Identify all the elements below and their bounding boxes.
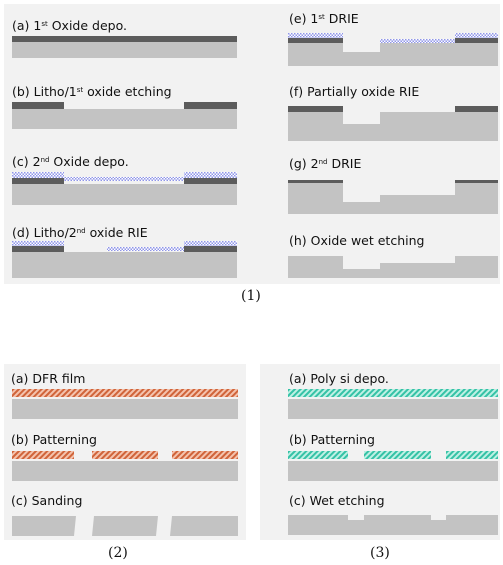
silicon-substrate: [12, 42, 237, 58]
oxide2-dotted-left: [12, 172, 64, 178]
poly-left: [288, 451, 348, 459]
silicon-with-trench: [288, 112, 498, 141]
silicon-with-trench: [288, 43, 498, 66]
dfr-left: [12, 451, 74, 459]
fig1-step-e-label: (e) 1st DRIE: [289, 11, 359, 26]
poly-middle: [364, 451, 431, 459]
silicon-substrate: [12, 252, 237, 278]
fig2-step-c-label: (c) Sanding: [11, 493, 83, 508]
oxide2-dotted-right: [455, 33, 498, 38]
oxide-left: [12, 102, 64, 109]
substrate: [288, 461, 498, 481]
fig1-step-c-label: (c) 2nd Oxide depo.: [12, 154, 129, 169]
fig3-step-b-label: (b) Patterning: [289, 432, 375, 447]
fig1-c-cross-section: [12, 172, 237, 205]
oxide2-dotted-middle: [107, 247, 184, 251]
figure1-caption: (1): [241, 288, 261, 304]
substrate: [288, 399, 498, 419]
poly-right: [446, 451, 498, 459]
dfr-film: [12, 389, 238, 397]
fig1-step-d-label: (d) Litho/2nd oxide RIE: [12, 225, 148, 240]
etched-substrate: [288, 515, 498, 535]
sanded-block-left: [12, 516, 76, 536]
fig1-f-cross-section: [288, 106, 498, 141]
substrate: [12, 399, 238, 419]
dfr-middle: [92, 451, 158, 459]
substrate: [12, 461, 238, 481]
poly-si-layer: [288, 389, 498, 397]
fig3-step-c-label: (c) Wet etching: [289, 493, 385, 508]
fig2-step-b-label: (b) Patterning: [11, 432, 97, 447]
oxide2-dotted-left: [12, 241, 64, 246]
oxide-right: [184, 102, 237, 109]
oxide-left: [12, 246, 64, 252]
oxide2-dotted-middle: [380, 39, 455, 43]
oxide-layer: [12, 36, 237, 42]
fig1-g-cross-section: [288, 180, 498, 214]
dfr-right: [172, 451, 238, 459]
oxide-left: [12, 178, 64, 184]
fig1-step-b-label: (b) Litho/1st oxide etching: [12, 84, 172, 99]
oxide-right: [455, 106, 498, 112]
sanded-block-right: [170, 516, 238, 536]
oxide2-dotted-middle: [64, 177, 184, 181]
silicon-final-profile: [288, 256, 498, 278]
oxide2-dotted-right: [184, 241, 237, 246]
fig1-d-cross-section: [12, 241, 237, 278]
fig1-e-cross-section: [288, 33, 498, 66]
fig1-a-cross-section: [12, 36, 237, 58]
silicon-substrate: [12, 184, 237, 205]
fig3-b-cross-section: [288, 451, 498, 481]
fig1-step-f-label: (f) Partially oxide RIE: [289, 84, 420, 99]
fig3-c-cross-section: [288, 515, 498, 535]
oxide2-dotted-left: [288, 33, 343, 38]
fig3-a-cross-section: [288, 389, 498, 419]
fig2-a-cross-section: [12, 389, 238, 419]
fig1-step-h-label: (h) Oxide wet etching: [289, 233, 425, 248]
sanded-block-middle: [92, 516, 158, 536]
silicon-substrate: [12, 109, 237, 129]
oxide-left: [288, 38, 343, 43]
silicon-two-level-trench: [288, 183, 498, 214]
oxide-right: [184, 178, 237, 184]
oxide-right: [455, 38, 498, 43]
oxide2-dotted-right: [184, 172, 237, 178]
fig1-h-cross-section: [288, 256, 498, 278]
fig3-step-a-label: (a) Poly si depo.: [289, 371, 389, 386]
fig2-c-cross-section: [12, 516, 238, 536]
oxide-left: [288, 180, 343, 183]
oxide-right: [455, 180, 498, 183]
fig1-step-a-label: (a) 1st Oxide depo.: [12, 18, 127, 33]
fig1-b-cross-section: [12, 102, 237, 129]
figure2-caption: (2): [108, 545, 128, 561]
fig2-b-cross-section: [12, 451, 238, 481]
fig1-step-g-label: (g) 2nd DRIE: [289, 156, 362, 171]
oxide-left: [288, 106, 343, 112]
fig2-step-a-label: (a) DFR film: [11, 371, 86, 386]
figure3-caption: (3): [370, 545, 390, 561]
oxide-right: [184, 246, 237, 252]
